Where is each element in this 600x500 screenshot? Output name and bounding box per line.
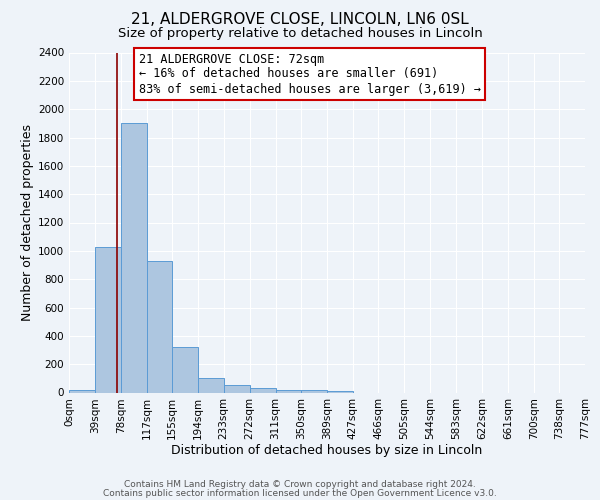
- Bar: [95, 248, 121, 392]
- Bar: [224, 386, 250, 392]
- Bar: [301, 390, 328, 392]
- Bar: [328, 391, 353, 392]
- Bar: [198, 378, 224, 392]
- Text: 21, ALDERGROVE CLOSE, LINCOLN, LN6 0SL: 21, ALDERGROVE CLOSE, LINCOLN, LN6 0SL: [131, 12, 469, 28]
- Text: Contains HM Land Registry data © Crown copyright and database right 2024.: Contains HM Land Registry data © Crown c…: [124, 480, 476, 489]
- Text: 21 ALDERGROVE CLOSE: 72sqm
← 16% of detached houses are smaller (691)
83% of sem: 21 ALDERGROVE CLOSE: 72sqm ← 16% of deta…: [139, 52, 481, 96]
- Bar: [250, 388, 275, 392]
- Bar: [146, 261, 172, 392]
- Text: Size of property relative to detached houses in Lincoln: Size of property relative to detached ho…: [118, 28, 482, 40]
- Y-axis label: Number of detached properties: Number of detached properties: [21, 124, 34, 321]
- Bar: [172, 347, 198, 393]
- Bar: [121, 124, 146, 392]
- X-axis label: Distribution of detached houses by size in Lincoln: Distribution of detached houses by size …: [172, 444, 482, 456]
- Bar: [69, 390, 95, 392]
- Text: Contains public sector information licensed under the Open Government Licence v3: Contains public sector information licen…: [103, 488, 497, 498]
- Bar: [275, 390, 301, 392]
